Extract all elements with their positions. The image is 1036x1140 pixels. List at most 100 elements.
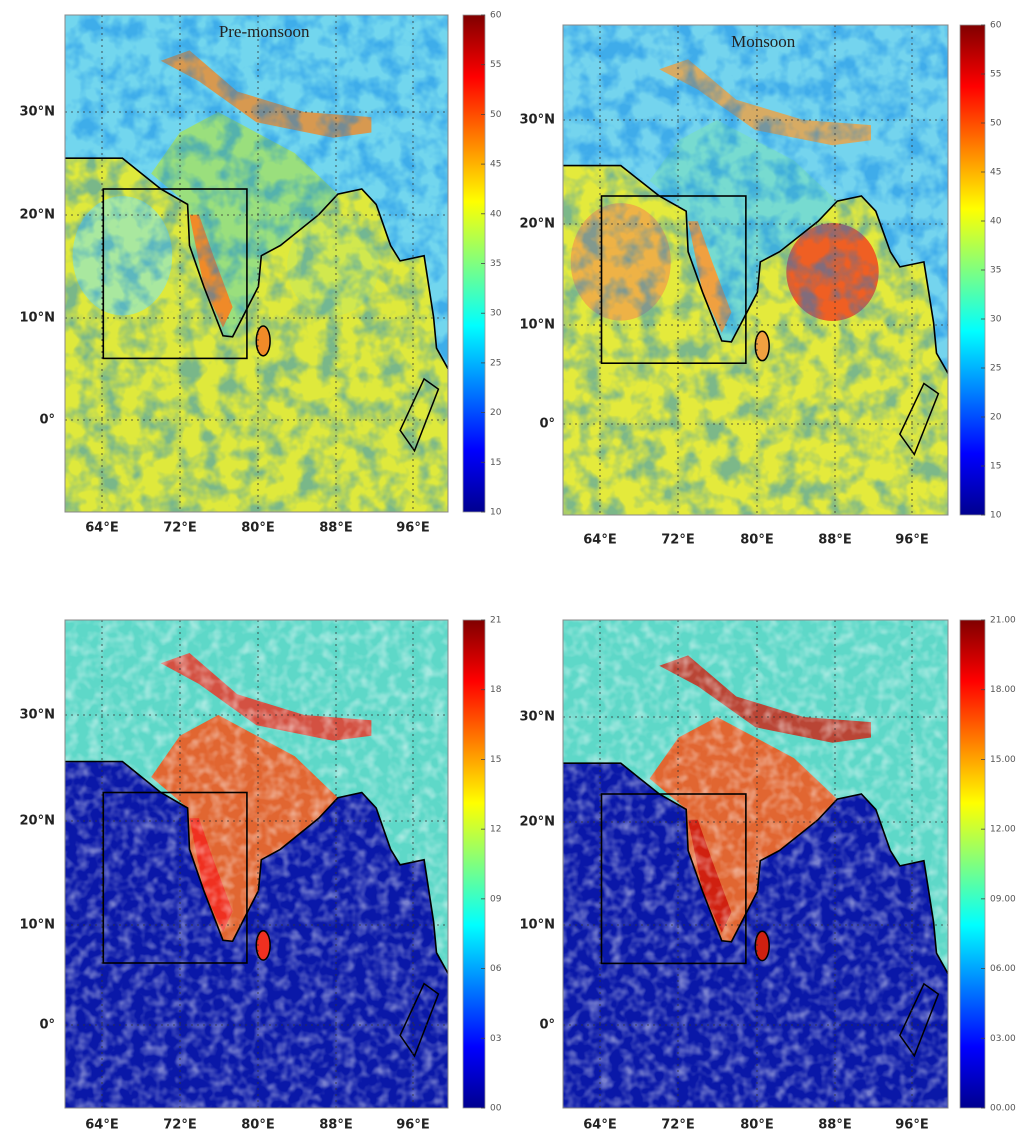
lat-label: 20°N <box>20 814 55 829</box>
sri-lanka <box>754 330 770 362</box>
map <box>563 25 948 515</box>
lon-label: 64°E <box>583 1118 616 1133</box>
texture <box>65 620 448 1108</box>
lon-label: 80°E <box>241 1118 274 1133</box>
study-box <box>102 188 248 360</box>
lat-label: 10°N <box>520 318 555 333</box>
colorbar-tick-label: 21.00 <box>990 616 1016 626</box>
colorbar-tick-label: 60 <box>990 21 1002 31</box>
lat-label: 30°N <box>520 710 555 725</box>
colorbar-tick-label: 06.00 <box>990 964 1016 974</box>
lat-label: 30°N <box>520 113 555 128</box>
colorbar-tick-label: 18.00 <box>990 685 1016 695</box>
colorbar-tick-label: 30 <box>490 309 502 319</box>
lat-label: 20°N <box>20 208 55 223</box>
lon-label: 72°E <box>163 1118 196 1133</box>
lat-label: 0° <box>539 417 555 432</box>
panel-title: Monsoon <box>731 32 796 51</box>
lat-label: 10°N <box>20 918 55 933</box>
map-frame <box>562 24 949 516</box>
lon-label: 64°E <box>583 533 616 548</box>
map <box>65 15 448 512</box>
lat-label: 20°N <box>520 217 555 232</box>
lon-label: 96°E <box>895 533 928 548</box>
colorbar-tick-label: 20 <box>990 413 1002 423</box>
colorbar-tick-label: 40 <box>990 217 1002 227</box>
lon-label: 64°E <box>85 1118 118 1133</box>
colorbar-tick-label: 12 <box>490 825 501 835</box>
colorbar-tick-label: 15.00 <box>990 755 1016 765</box>
lon-label: 72°E <box>661 533 694 548</box>
colorbar-tick-label: 20 <box>490 408 502 418</box>
colorbar-tick-label: 55 <box>490 60 501 70</box>
lat-label: 10°N <box>520 918 555 933</box>
colorbar-tick-label: 15 <box>990 462 1001 472</box>
lat-label: 0° <box>539 1018 555 1033</box>
texture <box>563 620 948 1108</box>
lon-label: 72°E <box>661 1118 694 1133</box>
map-panel: 30°N 20°N 10°N 0° 64°E 72°E 80°E 88°E 96°E 00.00 0… <box>520 616 1017 1133</box>
lon-label: 96°E <box>396 521 429 536</box>
colorbar-tick-label: 15 <box>490 458 501 468</box>
map-frame <box>64 14 449 513</box>
map-panel: 30°N 20°N 10°N 0° 64°E 72°E 80°E 88°E 96°E 00 03 06… <box>20 616 502 1133</box>
lat-label: 0° <box>39 1018 55 1033</box>
texture <box>563 25 948 515</box>
colorbar-tick-label: 35 <box>490 259 501 269</box>
andaman <box>399 377 440 453</box>
map <box>65 620 448 1108</box>
lon-label: 88°E <box>319 1118 352 1133</box>
lon-label: 64°E <box>85 521 118 536</box>
map-frame <box>64 619 449 1109</box>
lon-label: 80°E <box>241 521 274 536</box>
andaman <box>899 982 940 1058</box>
map <box>563 620 948 1108</box>
colorbar-tick-label: 25 <box>990 364 1001 374</box>
colorbar-tick-label: 03 <box>490 1034 501 1044</box>
colorbar-tick-label: 60 <box>490 11 502 21</box>
colorbar-tick-label: 00 <box>490 1104 502 1114</box>
colorbar-tick-label: 30 <box>990 315 1002 325</box>
colorbar-tick-label: 10 <box>990 511 1002 521</box>
colorbar-tick-label: 50 <box>990 119 1002 129</box>
colorbar-tick-label: 00.00 <box>990 1104 1016 1114</box>
lon-label: 96°E <box>895 1118 928 1133</box>
coastline <box>65 760 448 974</box>
study-box <box>600 793 747 965</box>
sri-lanka <box>754 930 770 962</box>
lon-label: 88°E <box>818 1118 851 1133</box>
lon-label: 96°E <box>396 1118 429 1133</box>
map-frame <box>562 619 949 1109</box>
andaman <box>399 982 440 1058</box>
colorbar-tick-label: 03.00 <box>990 1034 1016 1044</box>
lat-label: 30°N <box>20 105 55 120</box>
colorbar-tick-label: 18 <box>490 685 502 695</box>
colorbar <box>959 619 986 1109</box>
colorbar-tick-label: 35 <box>990 266 1001 276</box>
colorbar-tick-label: 12.00 <box>990 825 1016 835</box>
sri-lanka <box>255 930 271 961</box>
colorbar-tick-label: 40 <box>490 209 502 219</box>
colorbar-tick-label: 15 <box>490 755 501 765</box>
andaman <box>899 382 940 456</box>
coastline <box>65 157 448 370</box>
lon-label: 88°E <box>818 533 851 548</box>
coastline <box>563 164 948 374</box>
colorbar-tick-label: 21 <box>490 616 501 626</box>
colorbar-tick-label: 55 <box>990 70 1001 80</box>
colorbar <box>959 24 986 516</box>
lon-label: 72°E <box>163 521 196 536</box>
colorbar-tick-label: 09 <box>490 894 502 904</box>
map-panel: Pre-monsoon 30°N 20°N 10°N 0° 64°E 72°E 80°E 88°… <box>20 11 502 536</box>
lat-label: 20°N <box>520 815 555 830</box>
colorbar-tick-label: 09.00 <box>990 894 1016 904</box>
colorbar-tick-label: 10 <box>490 508 502 518</box>
colorbar <box>462 619 486 1109</box>
colorbar-tick-label: 45 <box>490 160 501 170</box>
study-box <box>102 791 248 964</box>
lon-label: 80°E <box>740 533 773 548</box>
lon-label: 80°E <box>740 1118 773 1133</box>
texture <box>65 15 448 512</box>
lat-label: 10°N <box>20 311 55 326</box>
